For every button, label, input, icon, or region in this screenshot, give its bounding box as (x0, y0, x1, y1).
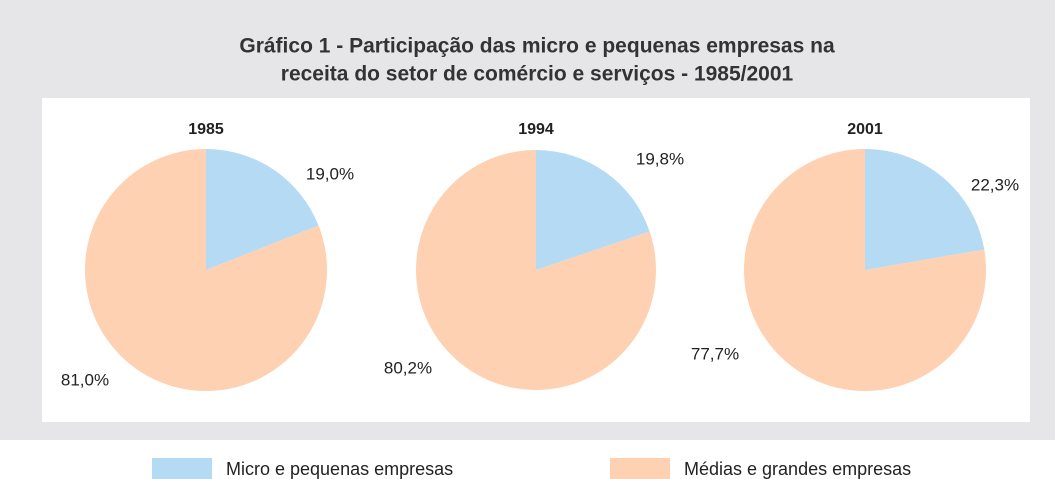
pie-slice (865, 149, 985, 270)
value-label: 19,0% (306, 164, 354, 183)
pie-slice (536, 150, 650, 270)
pie-title: 1994 (518, 121, 554, 138)
chart-title: receita do setor de comércio e serviços … (281, 63, 794, 86)
value-label: 80,2% (384, 358, 432, 377)
legend-swatch (152, 458, 212, 479)
pie-slice (743, 149, 986, 391)
value-label: 19,8% (636, 149, 684, 168)
legend-label: Médias e grandes empresas (684, 459, 911, 479)
value-label: 81,0% (61, 370, 109, 389)
legend-label: Micro e pequenas empresas (226, 459, 453, 479)
value-label: 22,3% (971, 175, 1019, 194)
pie-title: 2001 (847, 121, 883, 138)
pie-slice (84, 149, 327, 391)
pie-slice (416, 150, 657, 390)
pie-slice (206, 149, 319, 270)
chart-title: Gráfico 1 - Participação das micro e peq… (239, 35, 835, 58)
value-label: 77,7% (691, 344, 739, 363)
pie-title: 1985 (188, 121, 224, 138)
legend-swatch (610, 458, 670, 479)
